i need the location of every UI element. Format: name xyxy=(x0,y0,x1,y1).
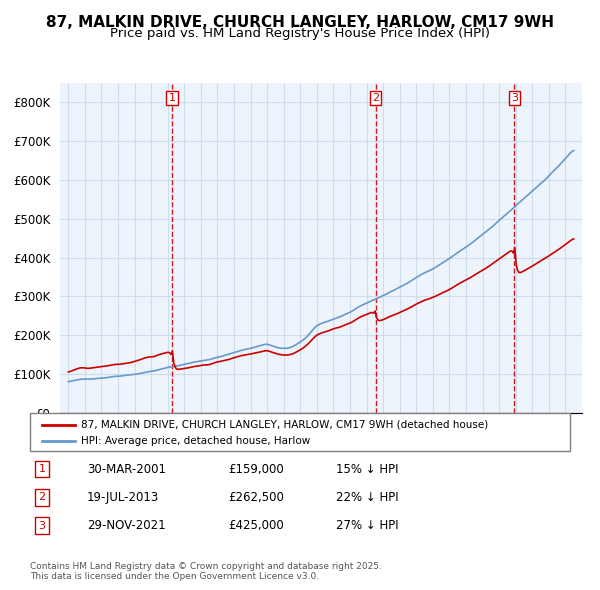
Text: Contains HM Land Registry data © Crown copyright and database right 2025.
This d: Contains HM Land Registry data © Crown c… xyxy=(30,562,382,581)
Text: Price paid vs. HM Land Registry's House Price Index (HPI): Price paid vs. HM Land Registry's House … xyxy=(110,27,490,40)
Text: 19-JUL-2013: 19-JUL-2013 xyxy=(87,491,159,504)
Text: 3: 3 xyxy=(38,521,46,530)
Text: £262,500: £262,500 xyxy=(228,491,284,504)
Text: 87, MALKIN DRIVE, CHURCH LANGLEY, HARLOW, CM17 9WH (detached house): 87, MALKIN DRIVE, CHURCH LANGLEY, HARLOW… xyxy=(81,420,488,430)
Text: 2: 2 xyxy=(372,93,379,103)
Text: 1: 1 xyxy=(38,464,46,474)
Text: HPI: Average price, detached house, Harlow: HPI: Average price, detached house, Harl… xyxy=(81,437,310,446)
Text: £159,000: £159,000 xyxy=(228,463,284,476)
Text: 1: 1 xyxy=(169,93,175,103)
Text: 27% ↓ HPI: 27% ↓ HPI xyxy=(336,519,398,532)
Text: 22% ↓ HPI: 22% ↓ HPI xyxy=(336,491,398,504)
Text: 29-NOV-2021: 29-NOV-2021 xyxy=(87,519,166,532)
Text: £425,000: £425,000 xyxy=(228,519,284,532)
Text: 15% ↓ HPI: 15% ↓ HPI xyxy=(336,463,398,476)
Text: HPI: Average price, detached house, Harlow: HPI: Average price, detached house, Harl… xyxy=(81,437,310,446)
Text: 87, MALKIN DRIVE, CHURCH LANGLEY, HARLOW, CM17 9WH: 87, MALKIN DRIVE, CHURCH LANGLEY, HARLOW… xyxy=(46,15,554,30)
Text: 2: 2 xyxy=(38,493,46,502)
Text: 87, MALKIN DRIVE, CHURCH LANGLEY, HARLOW, CM17 9WH (detached house): 87, MALKIN DRIVE, CHURCH LANGLEY, HARLOW… xyxy=(81,420,488,430)
Text: 3: 3 xyxy=(511,93,518,103)
Text: 30-MAR-2001: 30-MAR-2001 xyxy=(87,463,166,476)
